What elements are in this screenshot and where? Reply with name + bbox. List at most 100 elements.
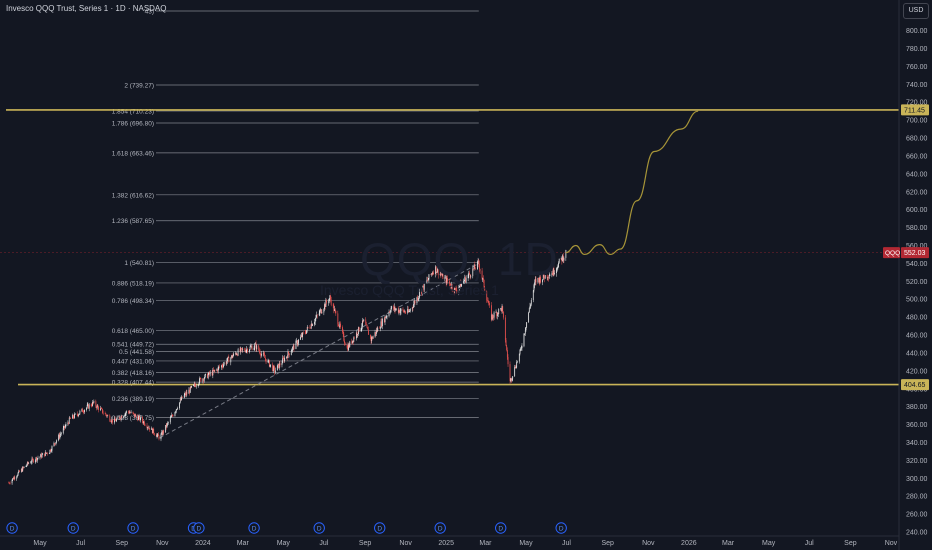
candle-body: [88, 404, 90, 409]
candle-body: [116, 419, 117, 422]
candle-body: [417, 297, 419, 300]
horizontal-levels[interactable]: [6, 109, 899, 386]
candle-body: [426, 279, 428, 282]
candle-body: [516, 361, 518, 363]
candle-body: [310, 327, 311, 329]
candle-body: [473, 264, 475, 270]
candle-body: [88, 404, 89, 409]
candle-body: [237, 354, 238, 356]
candle-body: [35, 457, 37, 461]
candle-body: [542, 279, 543, 283]
candle-body: [498, 309, 500, 314]
candle-body: [537, 277, 539, 283]
candle-body: [228, 356, 230, 363]
candle-body: [439, 273, 441, 275]
candle-body: [174, 412, 176, 417]
candle-body: [162, 430, 164, 435]
candle-body: [84, 409, 85, 413]
dividend-marker-label: D: [10, 526, 15, 533]
candle-body: [305, 332, 307, 334]
candle-body: [147, 427, 149, 428]
trend-line[interactable]: [159, 262, 480, 439]
dividend-marker[interactable]: [127, 522, 139, 534]
candle-body: [417, 298, 419, 300]
candle-body: [203, 378, 204, 381]
level-price-tag: [901, 379, 929, 391]
candle-body: [306, 327, 308, 331]
candle-body: [268, 360, 270, 367]
candle-body: [190, 386, 192, 388]
fib-level-label: 1.854 (710.23): [112, 108, 154, 115]
currency-button[interactable]: USD: [903, 3, 929, 19]
dividend-marker[interactable]: [6, 522, 18, 534]
candle-body: [440, 273, 442, 275]
fib-level-label: 2 (739.27): [124, 82, 154, 89]
dividend-marker[interactable]: [434, 522, 446, 534]
candle-body: [324, 304, 325, 310]
candle-body: [428, 274, 430, 280]
candle-body: [338, 324, 339, 327]
projection-path[interactable]: [565, 110, 699, 256]
price-tick-label: 660.00: [906, 153, 928, 160]
candle-body: [445, 276, 446, 278]
dividend-marker[interactable]: [555, 522, 567, 534]
candle-body: [320, 309, 321, 311]
candle-body: [209, 372, 211, 375]
candle-body: [147, 427, 149, 429]
candle-body: [98, 406, 99, 410]
candle-body: [186, 392, 188, 394]
candle-body: [529, 306, 531, 308]
fibonacci-extension[interactable]: 2 (739.27) 1.854 (710.23) 1.786 (696.80) 1.…: [112, 9, 479, 423]
price-tick-label: 780.00: [906, 46, 928, 53]
candle-body: [540, 277, 541, 283]
dividend-marker[interactable]: [374, 522, 386, 534]
candle-body: [208, 372, 210, 375]
current-price-tag: [901, 247, 929, 259]
candle-body: [13, 477, 15, 480]
candle-body: [413, 301, 415, 305]
candle-body: [502, 306, 504, 312]
candle-body: [520, 348, 522, 350]
candle-body: [316, 314, 318, 316]
candle-body: [435, 266, 437, 273]
time-axis[interactable]: May Jul Sep Nov 2024 Mar May Jul Sep Nov 2025 Mar Ma…: [0, 535, 899, 547]
price-tick-label: 360.00: [906, 422, 928, 429]
candle-body: [539, 277, 541, 283]
dividend-marker[interactable]: [313, 522, 325, 534]
candle-body: [86, 407, 87, 410]
candle-body: [492, 317, 494, 318]
candle-body: [309, 327, 311, 329]
candle-body: [409, 310, 411, 312]
candle-body: [290, 351, 292, 355]
candle-body: [409, 309, 411, 311]
candle-body: [109, 415, 111, 421]
symbol-watermark: QQQ, 1D: [360, 233, 559, 285]
candle-body: [459, 285, 460, 288]
dividend-marker[interactable]: [67, 522, 79, 534]
time-tick-label: Sep: [116, 540, 129, 547]
candle-body: [34, 460, 36, 463]
candle-body: [72, 414, 74, 418]
fib-level-label: 0.236 (389.19): [112, 396, 154, 403]
dividend-marker[interactable]: [193, 522, 205, 534]
candle-body: [514, 366, 516, 369]
candle-body: [36, 458, 38, 461]
candle-body: [39, 456, 41, 458]
dividend-markers[interactable]: DDDDDDDDDDD: [6, 522, 567, 534]
price-axis[interactable]: 800.00 780.00 760.00 740.00 720.00 700.00 680.…: [898, 0, 928, 550]
candle-body: [270, 364, 272, 366]
candle-body: [329, 295, 331, 299]
dividend-marker[interactable]: [248, 522, 260, 534]
candles: [8, 249, 567, 485]
candle-body: [404, 311, 406, 313]
candle-body: [167, 422, 169, 424]
candle-body: [563, 257, 565, 261]
candle-body: [468, 272, 470, 275]
candle-body: [137, 416, 139, 421]
fib-level-label: 0.618 (465.00): [112, 328, 154, 335]
dividend-marker[interactable]: [495, 522, 507, 534]
candle-body: [274, 367, 276, 373]
candle-body: [548, 277, 549, 279]
time-tick-label: May: [277, 540, 291, 547]
